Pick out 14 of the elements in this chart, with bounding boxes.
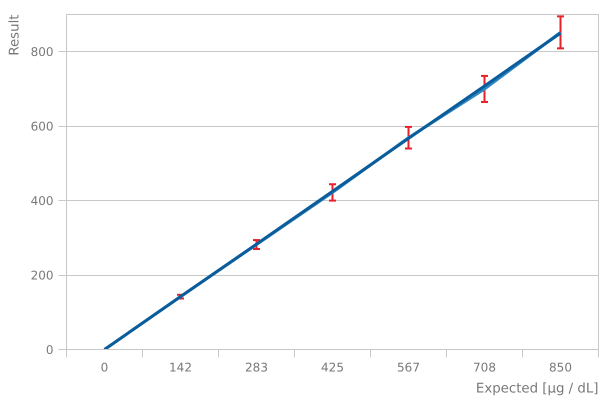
- y-axis-title: Result: [8, 14, 22, 56]
- x-tick-label: 850: [549, 360, 572, 374]
- x-axis-title: Expected [µg / dL]: [476, 382, 598, 396]
- y-tick-label: 600: [30, 120, 54, 134]
- y-tick-label: 400: [30, 194, 54, 208]
- x-tick-label: 708: [473, 360, 496, 374]
- y-tick-label: 200: [30, 268, 54, 283]
- y-tick-label: 0: [46, 343, 54, 357]
- x-tick-label: 425: [321, 360, 344, 374]
- x-tick-label: 567: [397, 360, 420, 374]
- y-tick-label: 800: [30, 45, 54, 60]
- x-tick-label: 142: [169, 360, 192, 374]
- x-tick-label: 283: [245, 360, 268, 374]
- x-tick-label: 0: [100, 360, 108, 374]
